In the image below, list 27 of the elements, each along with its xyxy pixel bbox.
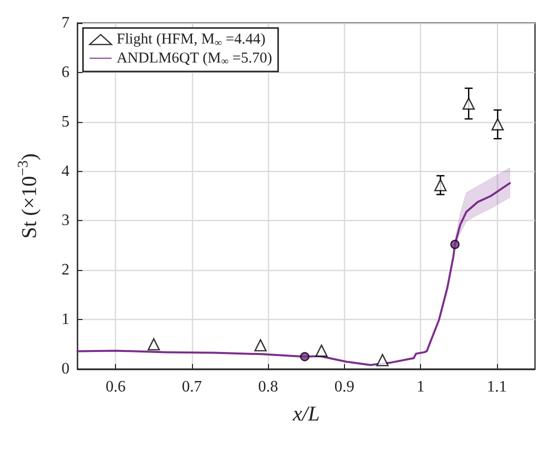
point — [148, 338, 160, 350]
y-tick-label: 6 — [62, 64, 70, 81]
y-tick-label: 5 — [62, 113, 70, 130]
y-axis-title: St (×10−3) — [16, 153, 41, 239]
point — [462, 97, 475, 110]
point — [491, 118, 504, 130]
x-tick-label: 0.6 — [106, 378, 126, 396]
point — [434, 178, 447, 192]
x-tick-label: 0.8 — [258, 378, 278, 396]
x-axis-title: x/L — [292, 402, 320, 426]
x-tick-label: 1.1 — [486, 378, 507, 396]
y-tick-label: 7 — [62, 14, 70, 32]
legend-label: Flight (HFM, M∞ =4.44) — [116, 32, 266, 49]
point — [315, 344, 328, 357]
y-tick-label: 1 — [62, 311, 70, 328]
y-tick-label: 2 — [62, 262, 70, 279]
y-tick-label: 0 — [62, 360, 70, 378]
y-tick-label: 4 — [62, 162, 70, 180]
point — [300, 352, 310, 362]
x-tick-label: 1 — [416, 378, 425, 396]
point — [376, 354, 389, 366]
y-tick-label: 3 — [62, 212, 70, 230]
point — [450, 240, 460, 250]
x-tick-label: 0.7 — [182, 378, 202, 396]
legend-label: ANDLM6QT (M∞ =5.70) — [116, 50, 272, 68]
x-tick-label: 0.9 — [334, 378, 354, 396]
point — [254, 339, 267, 352]
